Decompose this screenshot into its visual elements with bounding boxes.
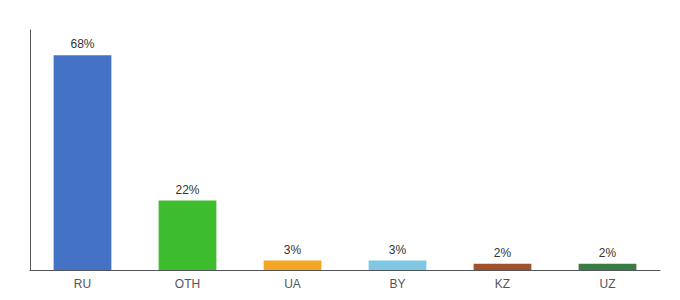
svg-text:UZ: UZ <box>600 277 616 291</box>
svg-text:22%: 22% <box>175 183 199 197</box>
svg-text:UA: UA <box>284 277 301 291</box>
svg-text:3%: 3% <box>284 243 302 257</box>
svg-text:OTH: OTH <box>175 277 200 291</box>
svg-text:68%: 68% <box>70 37 94 51</box>
svg-text:RU: RU <box>74 277 91 291</box>
svg-text:2%: 2% <box>599 246 617 260</box>
svg-text:KZ: KZ <box>495 277 510 291</box>
svg-text:2%: 2% <box>494 246 512 260</box>
svg-text:3%: 3% <box>389 243 407 257</box>
svg-text:BY: BY <box>389 277 405 291</box>
